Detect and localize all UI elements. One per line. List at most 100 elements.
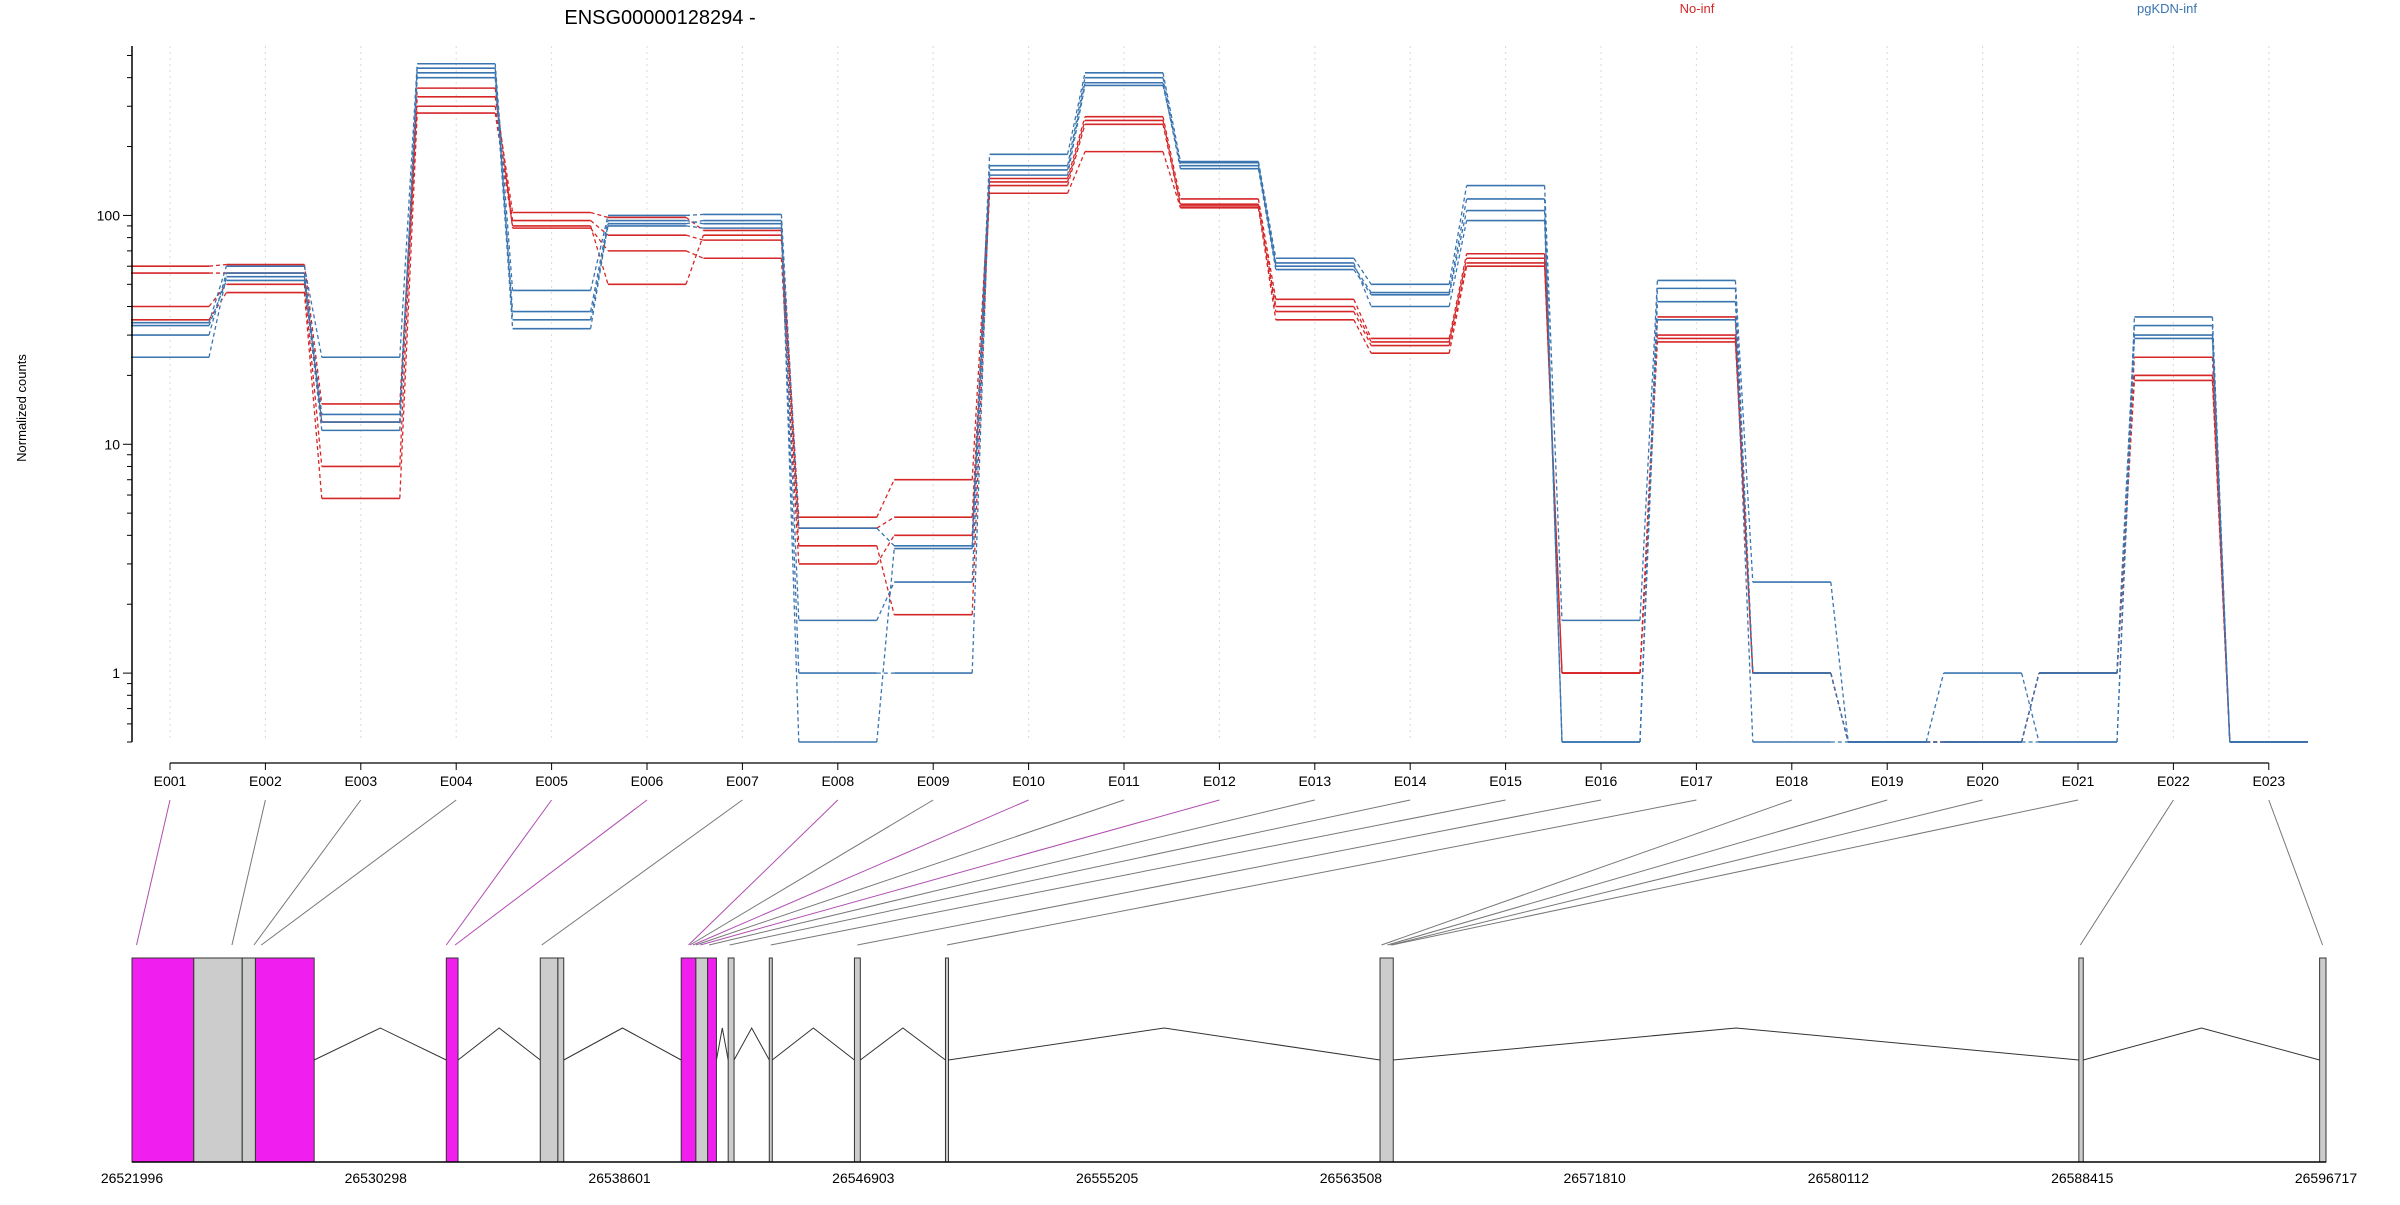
series-connector — [1353, 306, 1372, 343]
x-tick-label: E015 — [1489, 773, 1522, 789]
series-connector — [2211, 375, 2231, 743]
series-connector — [1448, 220, 1468, 307]
series-connector — [780, 223, 800, 621]
x-tick-label: E019 — [1871, 773, 1904, 789]
series-connector — [1066, 82, 1086, 171]
legend-entry-pgkdn-inf: pgKDN-inf — [2137, 1, 2197, 16]
series-connector — [208, 272, 228, 336]
exon — [193, 957, 243, 1163]
exon-link — [946, 799, 1697, 946]
series-connector — [399, 77, 418, 423]
exon-link — [1391, 799, 2079, 946]
series-connector — [2116, 338, 2136, 743]
intron — [1393, 1027, 2079, 1061]
series-connector — [1257, 198, 1277, 300]
series-connector — [1543, 258, 1563, 674]
exon — [853, 957, 861, 1163]
genomic-coordinate-label: 26538601 — [588, 1170, 651, 1186]
series-connector — [399, 63, 418, 358]
series-connector — [780, 258, 800, 564]
series-connector — [399, 88, 418, 467]
series-connector — [1353, 265, 1372, 293]
exon — [2078, 957, 2084, 1163]
series-connector — [1448, 266, 1468, 354]
x-tick-label: E004 — [440, 773, 473, 789]
series-connector — [1162, 82, 1182, 169]
series-connector — [780, 220, 800, 743]
exon-link — [231, 799, 266, 946]
x-tick-label: E021 — [2062, 773, 2095, 789]
series-connector — [1353, 269, 1372, 296]
x-tick-label: E014 — [1394, 773, 1427, 789]
exon-link — [700, 799, 1220, 946]
series-connector — [1448, 185, 1468, 285]
exon-highlighted — [254, 957, 315, 1163]
exon-link — [136, 799, 171, 946]
x-tick-label: E005 — [535, 773, 568, 789]
exon-link — [445, 799, 553, 946]
x-tick-label: E010 — [1012, 773, 1045, 789]
exon-link — [689, 799, 934, 946]
exon-link — [2268, 799, 2324, 946]
series-connector — [1353, 319, 1372, 354]
series-connector — [685, 234, 705, 285]
intron — [313, 1027, 447, 1061]
exon — [2319, 957, 2327, 1163]
series-connector — [971, 178, 991, 480]
exon-highlighted — [680, 957, 697, 1163]
series-2-no-inf — [131, 87, 2308, 743]
x-tick-label: E011 — [1108, 773, 1140, 789]
series-connector — [1353, 257, 1372, 285]
series-connector — [876, 527, 895, 547]
exon-link — [708, 799, 1315, 946]
series-connector — [589, 215, 609, 291]
series-connector — [1734, 319, 1754, 743]
series-connector — [2020, 672, 2040, 743]
series-connector — [1353, 262, 1372, 307]
intron — [948, 1027, 1381, 1061]
intron — [715, 1027, 729, 1061]
exon — [695, 957, 709, 1163]
x-tick-label: E008 — [821, 773, 854, 789]
series-connector — [685, 234, 704, 241]
legend-entry-no-inf: No-inf — [1680, 1, 1715, 16]
series-connector — [1448, 258, 1468, 343]
exon — [539, 957, 559, 1163]
series-connector — [876, 545, 895, 615]
exon — [727, 957, 735, 1163]
series-connector — [685, 225, 704, 229]
series-connector — [1257, 204, 1277, 307]
genomic-coordinate-label: 26555205 — [1076, 1170, 1139, 1186]
series-connector — [399, 96, 418, 405]
series-connector — [1543, 220, 1563, 743]
series-connector — [590, 227, 609, 252]
x-tick-label: E013 — [1298, 773, 1331, 789]
exon — [241, 957, 256, 1163]
exon-link — [1381, 799, 1792, 946]
exon-link — [541, 799, 743, 946]
series-connector — [2116, 335, 2136, 674]
series-connector — [303, 264, 323, 405]
x-tick-label: E007 — [726, 773, 759, 789]
series-connector — [590, 220, 609, 236]
series-connector — [208, 276, 228, 358]
intron — [2083, 1027, 2320, 1061]
series-connector — [303, 276, 323, 423]
series-7-pgkdn-inf — [131, 76, 2308, 743]
series-connector — [1162, 72, 1182, 162]
series-connector — [2211, 338, 2231, 743]
series-connector — [399, 68, 418, 431]
series-connector — [685, 216, 704, 231]
x-tick-label: E003 — [344, 773, 377, 789]
series-connector — [494, 68, 514, 320]
series-connector — [1639, 319, 1659, 743]
series-connector — [685, 250, 704, 259]
chart-title: ENSG00000128294 - — [564, 7, 755, 29]
series-connector — [971, 154, 991, 546]
genomic-coordinate-label: 26596717 — [2295, 1170, 2358, 1186]
x-tick-label: E009 — [917, 773, 950, 789]
series-connector — [303, 284, 323, 467]
x-tick-label: E006 — [631, 773, 664, 789]
